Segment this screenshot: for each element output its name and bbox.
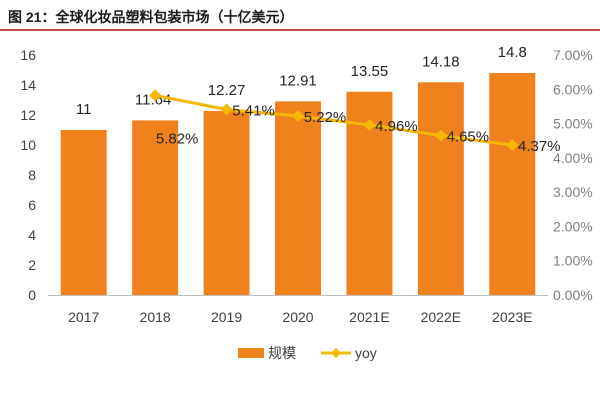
left-tick-label: 16	[20, 47, 36, 63]
right-tick-label: 1.00%	[553, 253, 593, 269]
x-tick-label: 2023E	[492, 309, 532, 325]
x-tick-label: 2017	[68, 309, 99, 325]
yoy-marker-2023E	[506, 139, 519, 152]
legend-bar-swatch	[238, 348, 264, 358]
x-tick-label: 2020	[282, 309, 313, 325]
right-tick-label: 5.00%	[553, 116, 593, 132]
x-axis: 2017 2018 2019 2020 2021E 2022E 2023E	[68, 309, 532, 325]
figure-title-bar: 图 21：全球化妆品塑料包装市场（十亿美元）	[0, 0, 600, 31]
bar-value-label: 12.91	[279, 72, 317, 89]
yoy-labels: 5.82% 5.41% 5.22% 4.96% 4.65% 4.37%	[156, 103, 561, 156]
legend-line-marker	[331, 348, 341, 358]
bars	[60, 73, 536, 296]
bar-value-label: 14.18	[422, 53, 460, 70]
left-tick-label: 4	[28, 227, 36, 243]
legend-bar-label: 规模	[268, 345, 296, 361]
right-tick-label: 7.00%	[553, 47, 593, 63]
left-tick-label: 0	[28, 287, 36, 303]
bar-2023E	[489, 73, 536, 295]
right-tick-label: 2.00%	[553, 218, 593, 234]
bar-value-label: 13.55	[351, 63, 389, 80]
yoy-markers	[149, 89, 519, 152]
x-tick-label: 2018	[140, 309, 171, 325]
yoy-line	[154, 93, 513, 147]
left-axis: 0 2 4 6 8 10 12 14 16	[20, 47, 36, 303]
yoy-value-label: 5.41%	[232, 103, 275, 120]
title-divider	[0, 29, 600, 31]
right-axis: 0.00% 1.00% 2.00% 3.00% 4.00% 5.00% 6.00% 7.00%	[553, 47, 593, 303]
x-tick-label: 2021E	[349, 309, 389, 325]
bar-2020	[275, 101, 321, 295]
yoy-marker-2019	[220, 103, 233, 116]
figure-title: 图 21：全球化妆品塑料包装市场（十亿美元）	[8, 9, 294, 25]
bar-2019	[203, 110, 250, 295]
yoy-marker-2022E	[434, 129, 447, 142]
yoy-marker-2021E	[363, 118, 376, 131]
left-tick-label: 14	[20, 77, 36, 93]
bar-2017	[60, 130, 107, 295]
left-tick-label: 12	[20, 107, 36, 123]
yoy-value-label: 4.37%	[518, 138, 561, 155]
right-tick-label: 0.00%	[553, 287, 593, 303]
bar-2022E	[417, 82, 464, 295]
yoy-marker-2020	[292, 110, 304, 123]
legend: 规模 yoy	[238, 345, 377, 361]
bar-value-label: 14.8	[498, 44, 527, 61]
yoy-value-label: 4.96%	[375, 118, 418, 135]
yoy-value-label: 4.65%	[447, 129, 490, 146]
yoy-marker-2018	[149, 89, 162, 102]
legend-line-label: yoy	[355, 345, 377, 361]
x-tick-label: 2019	[211, 309, 242, 325]
left-tick-label: 6	[28, 197, 36, 213]
right-tick-label: 3.00%	[553, 184, 593, 200]
bar-value-label: 11	[76, 101, 92, 118]
right-tick-label: 6.00%	[553, 81, 593, 97]
left-tick-label: 8	[28, 167, 36, 183]
x-tick-label: 2022E	[421, 309, 461, 325]
left-tick-label: 2	[28, 257, 36, 273]
right-tick-label: 4.00%	[553, 150, 593, 166]
bar-2018	[132, 120, 179, 296]
yoy-value-label: 5.82%	[156, 130, 199, 147]
yoy-value-label: 5.22%	[304, 109, 347, 126]
left-tick-label: 10	[20, 137, 36, 153]
bar-value-label: 12.27	[208, 82, 246, 99]
